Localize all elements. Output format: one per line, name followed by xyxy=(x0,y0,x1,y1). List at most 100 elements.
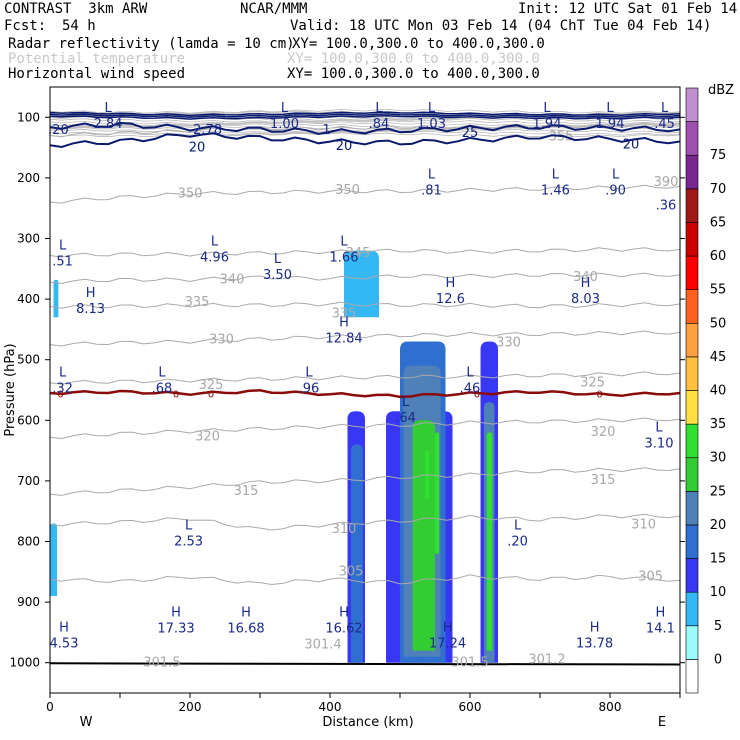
y-tick-label: 1000 xyxy=(9,656,40,670)
fcst-value: 54 h xyxy=(62,18,96,34)
wind-contour-label: 20 xyxy=(623,137,640,152)
hl-marker-type: L xyxy=(185,519,193,534)
hl-marker-value: 17.24 xyxy=(429,636,466,651)
freezing-level-line xyxy=(49,389,681,399)
x-axis-label: Distance (km) xyxy=(322,715,413,730)
hl-marker-type: L xyxy=(158,365,166,380)
zero-contour-label: 0 xyxy=(208,390,214,401)
hl-marker-type: H xyxy=(581,276,591,291)
hl-marker-value: .20 xyxy=(48,123,69,138)
colorbar-swatch xyxy=(685,322,699,358)
wind-contour-line xyxy=(49,121,681,135)
colorbar-label: 40 xyxy=(710,384,727,399)
theta-contour-label: 330 xyxy=(209,332,234,347)
hl-marker-value: .90 xyxy=(605,184,626,199)
reflectivity-cell xyxy=(50,523,57,597)
hl-marker-type: H xyxy=(446,276,456,291)
reflectivity-cells xyxy=(50,250,498,663)
theta-contour-label: 335 xyxy=(185,295,210,310)
theta-contour-line xyxy=(49,184,681,204)
plot-frame xyxy=(49,86,681,694)
hl-marker-value: .81 xyxy=(421,184,442,199)
y-tick-label: 200 xyxy=(17,171,40,185)
hl-marker-type: H xyxy=(59,620,69,635)
colorbar-unit: dBZ xyxy=(708,83,734,98)
colorbar-label: 45 xyxy=(710,350,727,365)
y-tick-label: 300 xyxy=(17,232,40,246)
theta-contour-label: 301.5 xyxy=(143,655,180,670)
center-label: NCAR/MMM xyxy=(240,1,308,17)
theta-contour-label: 355 xyxy=(549,129,574,144)
y-tick-label: 100 xyxy=(17,110,40,124)
hl-marker-type: H xyxy=(443,620,453,635)
theta-contour-label: 390 xyxy=(654,175,679,190)
colorbar-label: 25 xyxy=(710,484,727,499)
hl-marker-value: 16.62 xyxy=(325,621,362,636)
x-tick-label: 400 xyxy=(319,700,342,714)
zero-contour-label: 0 xyxy=(474,390,480,401)
hl-marker-value: .32 xyxy=(52,381,73,396)
colorbar: 0 5 10 15 20 25 30 35 40 45 50 55 60 65 70 75 xyxy=(685,87,727,694)
hl-marker-value: 4.96 xyxy=(200,250,229,265)
hl-marker-value: 17.33 xyxy=(157,621,194,636)
upper-wind-contour xyxy=(49,113,681,119)
hl-marker-value: 12.6 xyxy=(436,292,465,307)
hl-marker-value: .96 xyxy=(299,381,320,396)
hl-marker-type: L xyxy=(606,101,614,116)
colorbar-label: 50 xyxy=(710,316,727,331)
colorbar-label: 35 xyxy=(710,417,727,432)
reflectivity-cell xyxy=(351,444,363,663)
theta-contour-line xyxy=(49,467,681,496)
reflectivity-cell xyxy=(53,279,59,318)
colorbar-swatch xyxy=(685,154,699,190)
reflectivity-cell xyxy=(486,432,493,651)
hl-marker-value: .84 xyxy=(369,117,390,132)
theta-contour-line xyxy=(49,272,681,285)
colorbar-label: 60 xyxy=(710,249,727,264)
theta-contour-label: 310 xyxy=(332,522,357,537)
hl-marker-value: 8.03 xyxy=(571,292,600,307)
field-name-wind: Horizontal wind speed xyxy=(8,66,186,82)
upper-wind-contour xyxy=(49,114,681,120)
colorbar-label: 30 xyxy=(710,451,727,466)
wind-contour-line xyxy=(49,132,681,149)
theta-contour-label: 310 xyxy=(631,517,656,532)
upper-wind-contour xyxy=(49,111,681,117)
reflectivity-cell xyxy=(412,420,435,651)
hl-marker-value: 1.66 xyxy=(330,250,359,265)
hl-marker-type: L xyxy=(104,101,112,116)
hl-marker-value: .64 xyxy=(395,411,416,426)
hl-marker-value: .20 xyxy=(507,535,528,550)
theta-contour-label: 345 xyxy=(346,246,371,261)
colorbar-swatch xyxy=(685,524,699,559)
theta-contour-line xyxy=(49,371,681,385)
theta-contour-line xyxy=(49,301,681,309)
hl-marker-type: L xyxy=(274,252,282,267)
y-tick-label: 600 xyxy=(17,413,40,427)
theta-contour-label: 350 xyxy=(178,186,203,201)
hl-marker-value: .68 xyxy=(152,381,173,396)
colorbar-swatch xyxy=(685,121,699,156)
hl-marker-type: L xyxy=(340,234,348,249)
colorbar-swatch xyxy=(685,457,699,492)
hl-marker-value: 2.84 xyxy=(94,117,123,132)
field-name-theta: Potential temperature xyxy=(8,51,186,67)
colorbar-swatch xyxy=(685,591,699,627)
hl-marker-type: H xyxy=(339,605,349,620)
theta-contour-label: 301.2 xyxy=(528,652,565,667)
hl-marker-type: H xyxy=(339,316,349,331)
hl-marker-type: H xyxy=(590,620,600,635)
hl-marker-type: L xyxy=(59,365,67,380)
hl-marker-value: .46 xyxy=(460,381,481,396)
surface-line xyxy=(49,662,681,666)
stratosphere-theta-line xyxy=(49,132,681,138)
hl-marker-type: L xyxy=(402,395,410,410)
colorbar-swatch xyxy=(685,558,699,593)
x-tick-label: 600 xyxy=(459,700,482,714)
hl-marker-type: L xyxy=(281,101,289,116)
hl-marker-type: L xyxy=(514,519,522,534)
hl-marker-type: L xyxy=(59,239,67,254)
stratosphere-theta-line xyxy=(49,117,681,123)
x-tick-label: 800 xyxy=(599,700,622,714)
